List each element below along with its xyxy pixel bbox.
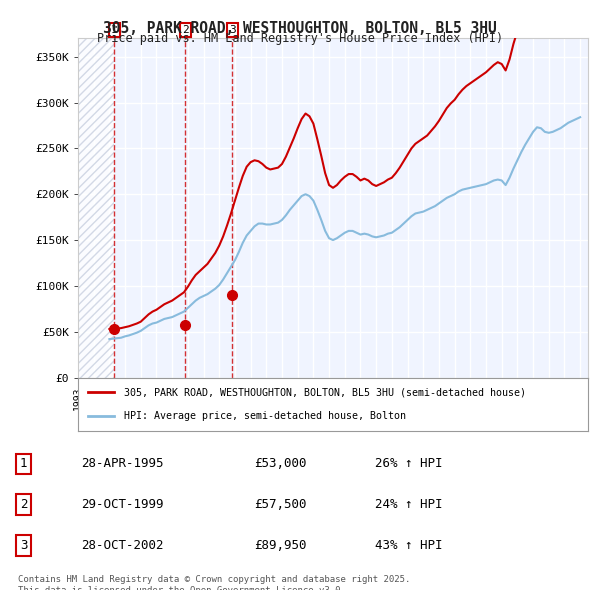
305, PARK ROAD, WESTHOUGHTON, BOLTON, BL5 3HU (semi-detached house) [153,306,160,313]
Text: HPI: Average price, semi-detached house, Bolton: HPI: Average price, semi-detached house,… [124,411,406,421]
HPI: Average price, semi-detached house, Bolton: (2.01e+03, 1.98e+05): Average price, semi-detached house, Bolt… [306,192,313,199]
HPI: Average price, semi-detached house, Bolton: (2.02e+03, 2.84e+05): Average price, semi-detached house, Bolt… [577,114,584,121]
Text: Contains HM Land Registry data © Crown copyright and database right 2025.
This d: Contains HM Land Registry data © Crown c… [18,575,410,590]
Text: 28-OCT-2002: 28-OCT-2002 [81,539,164,552]
Text: Price paid vs. HM Land Registry's House Price Index (HPI): Price paid vs. HM Land Registry's House … [97,32,503,45]
HPI: Average price, semi-detached house, Bolton: (2.02e+03, 1.83e+05): Average price, semi-detached house, Bolt… [424,206,431,214]
Line: 305, PARK ROAD, WESTHOUGHTON, BOLTON, BL5 3HU (semi-detached house): 305, PARK ROAD, WESTHOUGHTON, BOLTON, BL… [109,0,580,329]
Text: 26% ↑ HPI: 26% ↑ HPI [375,457,442,470]
Text: 305, PARK ROAD, WESTHOUGHTON, BOLTON, BL5 3HU (semi-detached house): 305, PARK ROAD, WESTHOUGHTON, BOLTON, BL… [124,388,526,398]
HPI: Average price, semi-detached house, Bolton: (2e+03, 4.2e+04): Average price, semi-detached house, Bolt… [106,336,113,343]
Text: 2: 2 [20,498,27,512]
Text: 305, PARK ROAD, WESTHOUGHTON, BOLTON, BL5 3HU: 305, PARK ROAD, WESTHOUGHTON, BOLTON, BL… [103,21,497,35]
Text: 2: 2 [182,25,188,35]
305, PARK ROAD, WESTHOUGHTON, BOLTON, BL5 3HU (semi-detached house) [215,242,223,249]
Text: £53,000: £53,000 [254,457,307,470]
305, PARK ROAD, WESTHOUGHTON, BOLTON, BL5 3HU (semi-detached house) [424,132,431,139]
305, PARK ROAD, WESTHOUGHTON, BOLTON, BL5 3HU (semi-detached house) [400,158,407,165]
Line: HPI: Average price, semi-detached house, Bolton: HPI: Average price, semi-detached house,… [109,117,580,339]
Text: 3: 3 [229,25,236,35]
Text: 29-OCT-1999: 29-OCT-1999 [81,498,164,512]
Text: 43% ↑ HPI: 43% ↑ HPI [375,539,442,552]
HPI: Average price, semi-detached house, Bolton: (2e+03, 6e+04): Average price, semi-detached house, Bolt… [153,319,160,326]
Text: £89,950: £89,950 [254,539,307,552]
Text: 3: 3 [20,539,27,552]
HPI: Average price, semi-detached house, Bolton: (2e+03, 1.01e+05): Average price, semi-detached house, Bolt… [215,281,223,289]
HPI: Average price, semi-detached house, Bolton: (2.01e+03, 1.68e+05): Average price, semi-detached house, Bolt… [400,220,407,227]
Text: 1: 1 [111,25,118,35]
Text: 1: 1 [20,457,27,470]
HPI: Average price, semi-detached house, Bolton: (2.02e+03, 2.67e+05): Average price, semi-detached house, Bolt… [545,129,553,136]
Text: £57,500: £57,500 [254,498,307,512]
305, PARK ROAD, WESTHOUGHTON, BOLTON, BL5 3HU (semi-detached house) [306,113,313,120]
305, PARK ROAD, WESTHOUGHTON, BOLTON, BL5 3HU (semi-detached house) [106,326,113,333]
Text: 24% ↑ HPI: 24% ↑ HPI [375,498,442,512]
Text: 28-APR-1995: 28-APR-1995 [81,457,164,470]
